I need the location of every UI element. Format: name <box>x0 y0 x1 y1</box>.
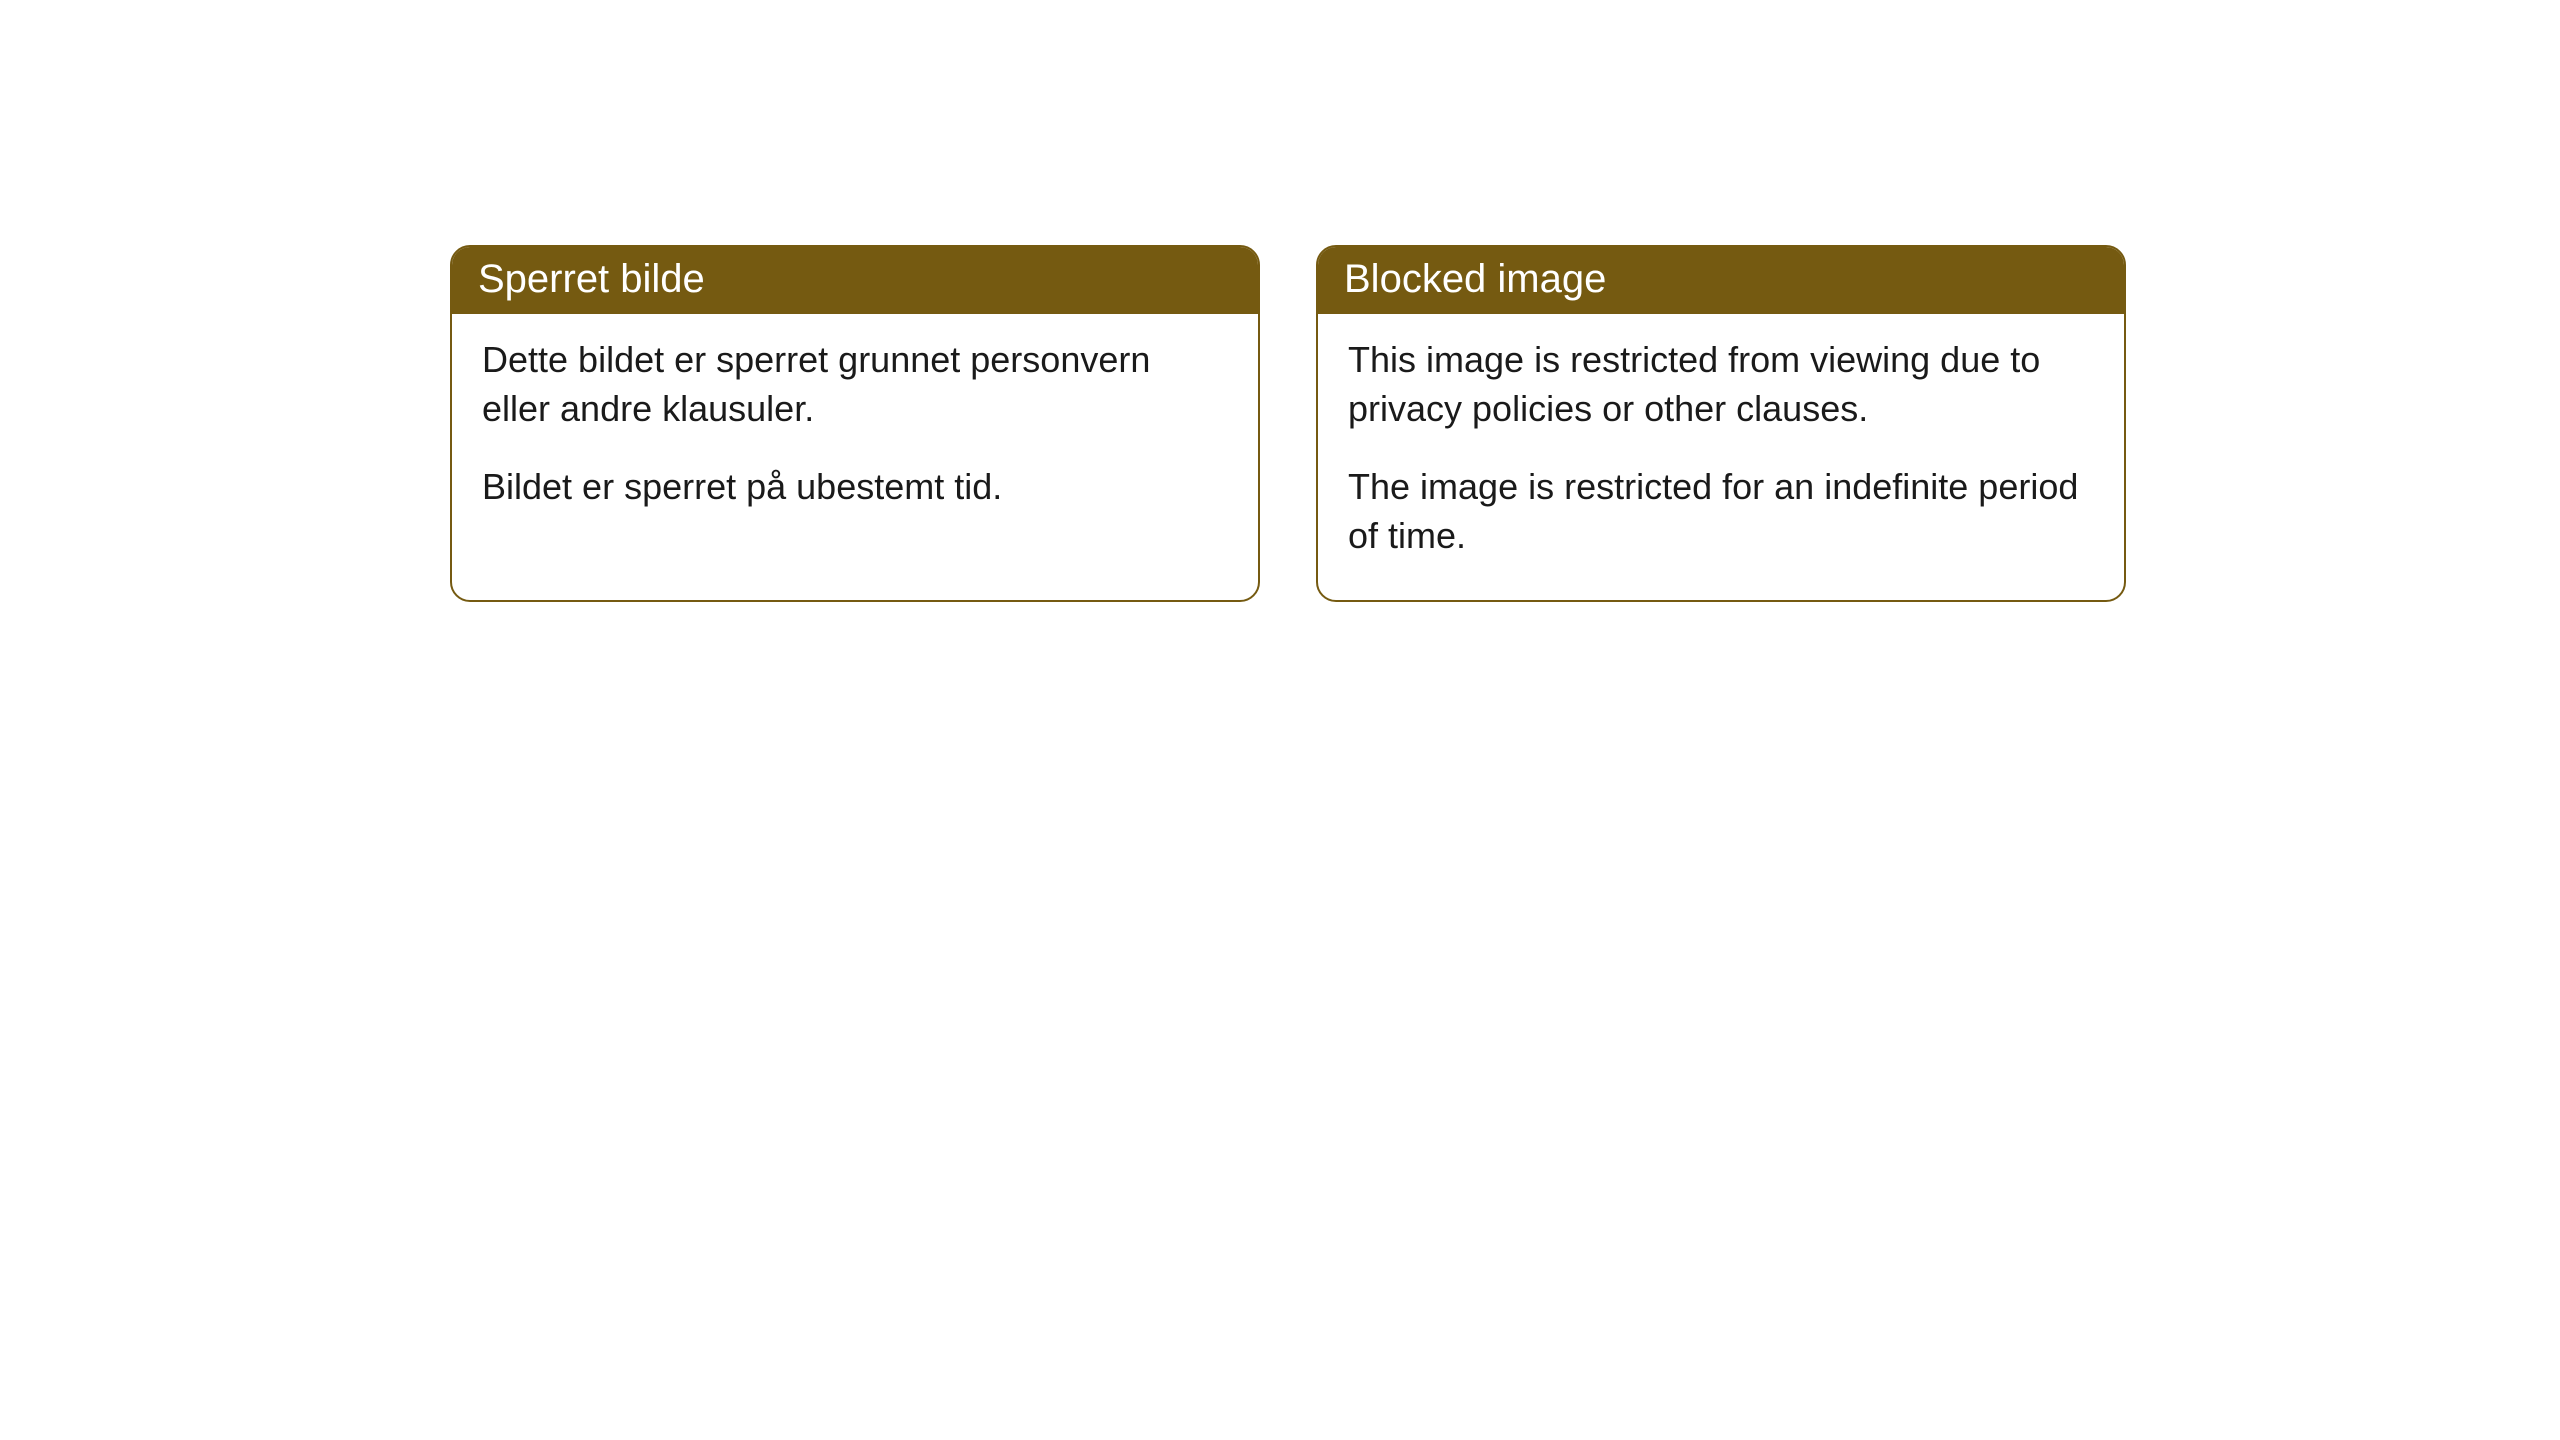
card-header-no: Sperret bilde <box>452 247 1258 314</box>
card-body-no: Dette bildet er sperret grunnet personve… <box>452 314 1258 552</box>
card-text-no-2: Bildet er sperret på ubestemt tid. <box>482 463 1228 512</box>
card-text-en-2: The image is restricted for an indefinit… <box>1348 463 2094 560</box>
blocked-notice-card-no: Sperret bilde Dette bildet er sperret gr… <box>450 245 1260 602</box>
blocked-notice-card-en: Blocked image This image is restricted f… <box>1316 245 2126 602</box>
card-body-en: This image is restricted from viewing du… <box>1318 314 2124 600</box>
card-header-en: Blocked image <box>1318 247 2124 314</box>
card-text-no-1: Dette bildet er sperret grunnet personve… <box>482 336 1228 433</box>
card-text-en-1: This image is restricted from viewing du… <box>1348 336 2094 433</box>
notice-container: Sperret bilde Dette bildet er sperret gr… <box>450 245 2126 602</box>
